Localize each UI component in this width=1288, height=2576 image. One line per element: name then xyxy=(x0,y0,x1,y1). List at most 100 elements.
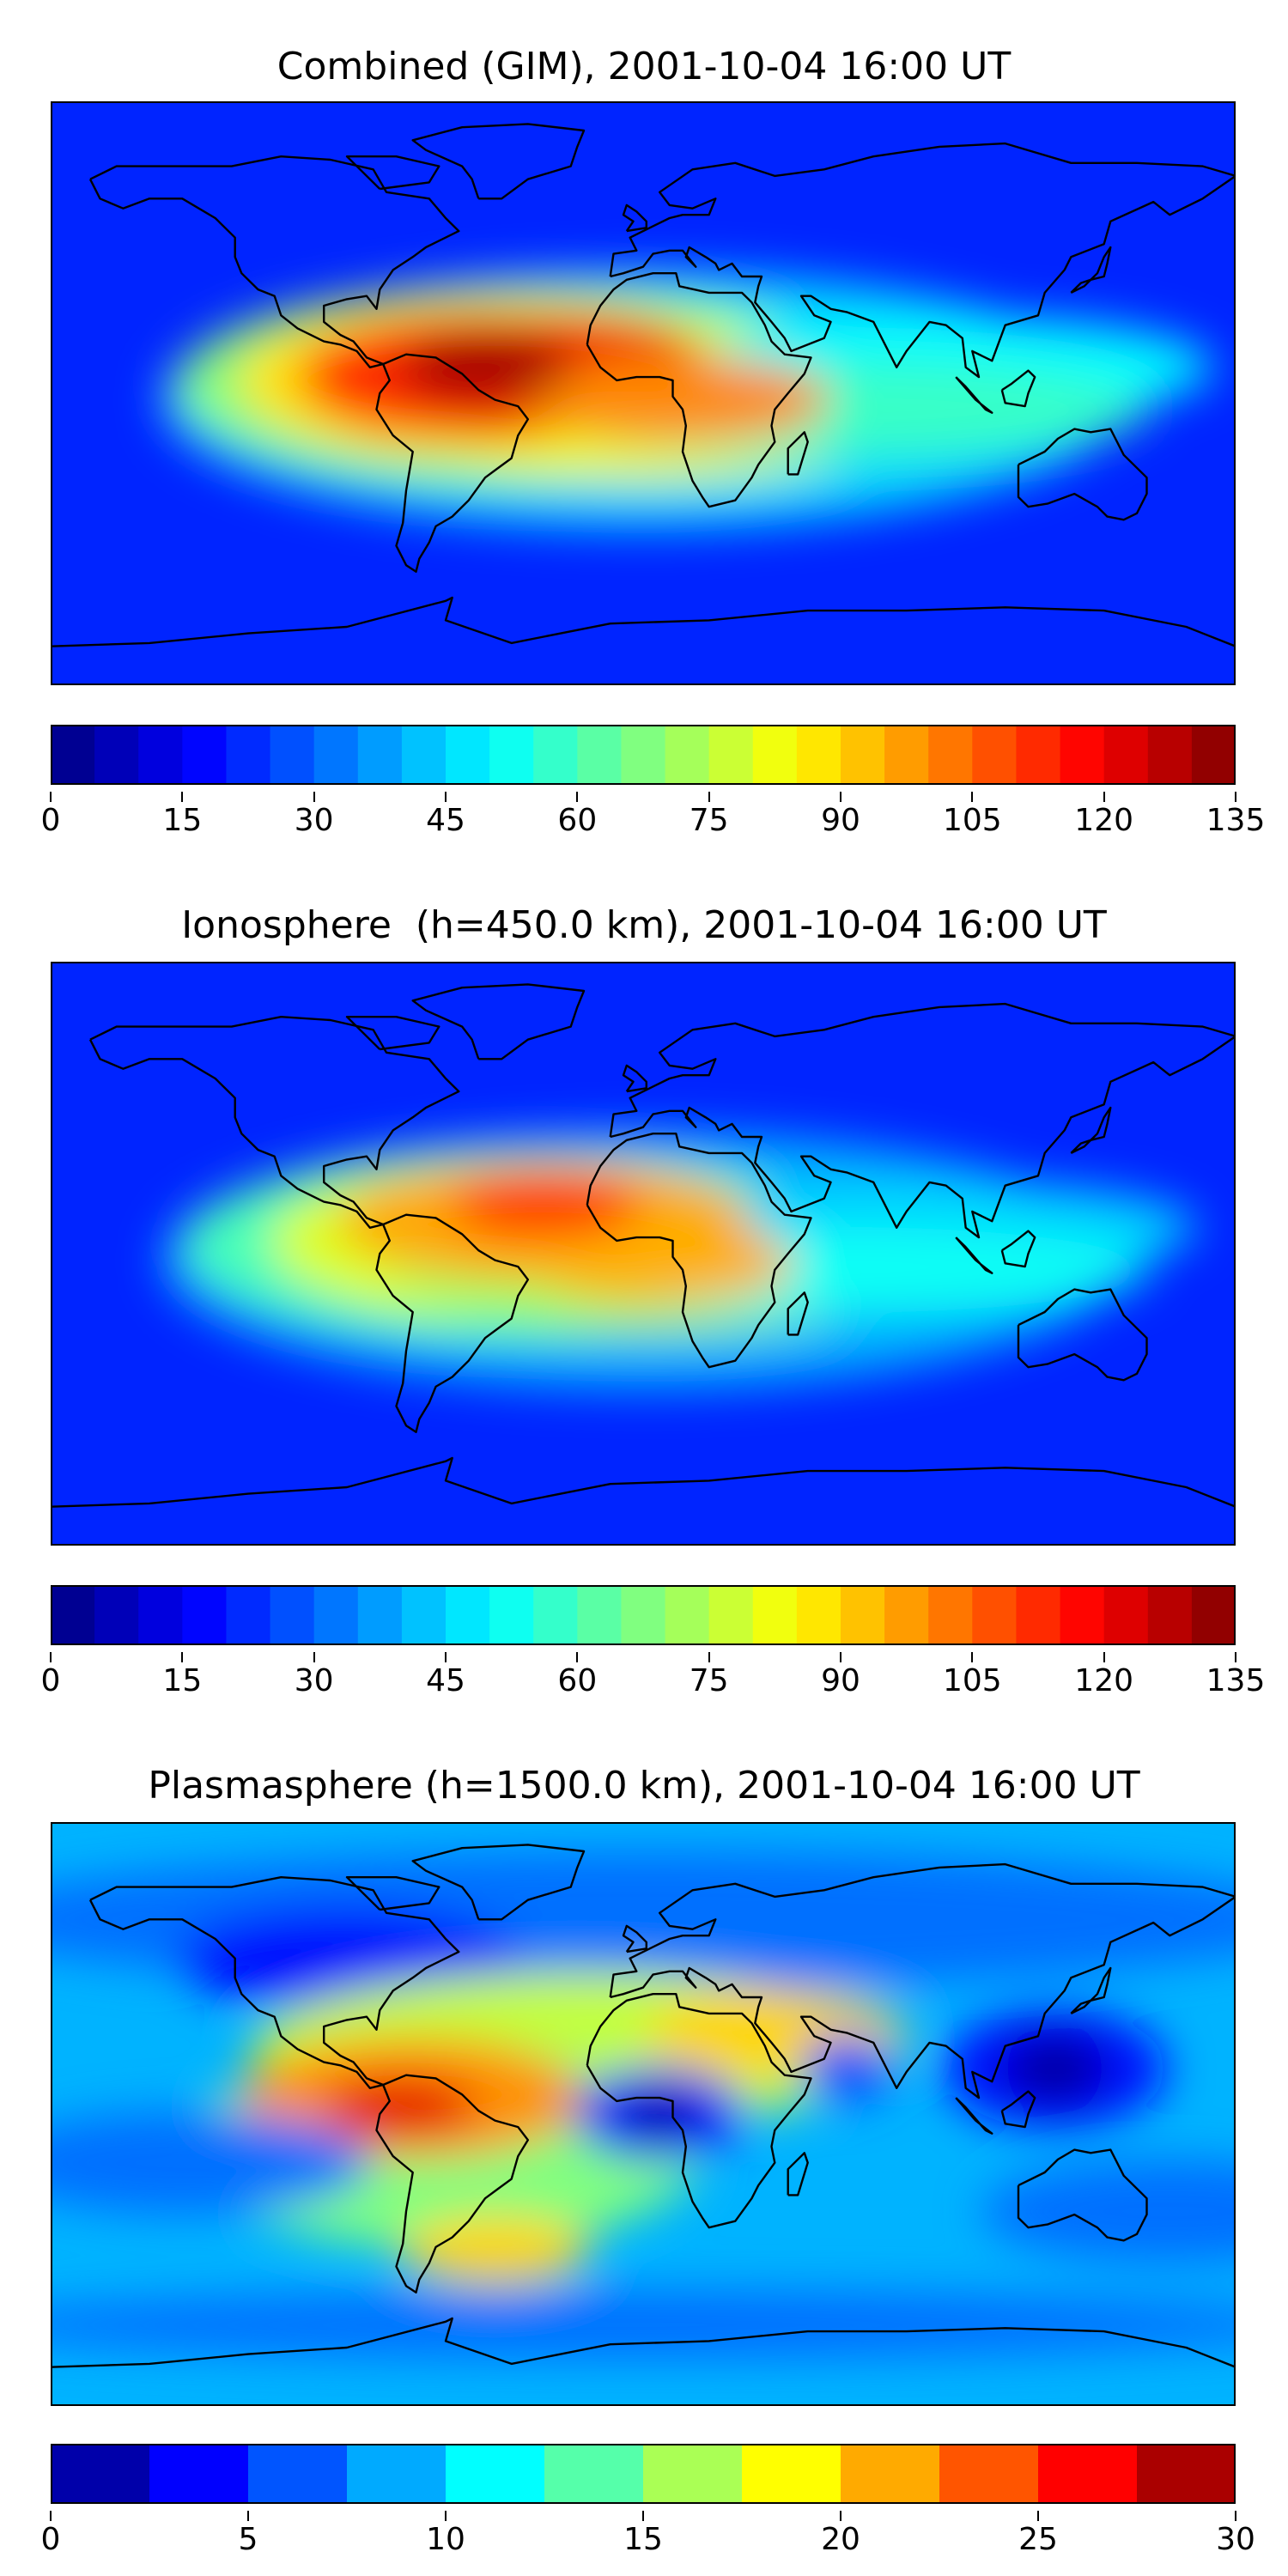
coastline-path xyxy=(787,1291,809,1336)
colorbar-segment xyxy=(752,725,798,785)
colorbar-tick-label: 10 xyxy=(426,2522,465,2557)
colorbar-segment xyxy=(149,2444,249,2504)
heatmap-region xyxy=(981,2160,1236,2263)
colorbar-segment xyxy=(1103,1585,1149,1645)
colorbar xyxy=(51,725,1236,785)
colorbar-segment xyxy=(1060,725,1105,785)
coastline-path xyxy=(586,1993,812,2229)
colorbar-segment xyxy=(446,2444,545,2504)
colorbar-tick-label: 90 xyxy=(821,1663,860,1698)
colorbar-ticks: 0 15 30 45 60 75 90 105 120 135 xyxy=(41,792,1265,855)
colorbar-segment xyxy=(446,725,490,785)
colorbar-tick-label: 135 xyxy=(1206,1663,1266,1698)
coastline-path xyxy=(622,1924,647,1953)
colorbar-segment xyxy=(347,2444,447,2504)
heatmap-map xyxy=(51,962,1236,1546)
colorbar-tick-mark xyxy=(576,792,579,802)
colorbar-segment xyxy=(742,2444,841,2504)
coastline-path xyxy=(787,2152,809,2196)
colorbar-segment xyxy=(708,725,754,785)
colorbar-segment xyxy=(665,725,710,785)
colorbar-ticks: 0 5 10 15 20 25 30 xyxy=(41,2511,1255,2574)
colorbar-tick-label: 75 xyxy=(689,803,729,838)
colorbar-tick-mark xyxy=(247,2511,249,2521)
colorbar-segment xyxy=(841,1585,885,1645)
colorbar xyxy=(51,2444,1236,2504)
colorbar-tick-mark xyxy=(181,792,184,802)
colorbar-border xyxy=(51,1585,1236,1645)
colorbar-segment xyxy=(138,725,183,785)
colorbar-segment xyxy=(226,1585,271,1645)
colorbar-tick-label: 105 xyxy=(942,1663,1002,1698)
coastline-path xyxy=(787,431,809,476)
colorbar-segment xyxy=(1191,1585,1236,1645)
heatmap-region xyxy=(522,1224,798,1303)
colorbar-border xyxy=(51,2444,1236,2504)
coastline-path xyxy=(1017,1288,1148,1382)
colorbar-tick-mark xyxy=(1103,1652,1105,1662)
coastlines xyxy=(51,1844,1236,2368)
heatmap-region xyxy=(322,2077,477,2138)
colorbar-tick-label: 60 xyxy=(557,803,598,838)
coastline-path xyxy=(1000,2090,1036,2129)
heatmap-region xyxy=(51,2111,372,2215)
colorbar-tick-mark xyxy=(1103,792,1105,802)
coastline-path xyxy=(1070,1966,1112,2014)
colorbar-segment xyxy=(94,725,139,785)
colorbar-segment xyxy=(1147,725,1193,785)
coastline-path xyxy=(1070,1106,1112,1154)
colorbar-tick-mark xyxy=(313,1652,315,1662)
colorbar-segment xyxy=(51,2444,150,2504)
heatmap-field xyxy=(51,1822,1236,2406)
colorbar-tick-label: 105 xyxy=(942,803,1002,838)
colorbar-tick-label: 15 xyxy=(162,1663,203,1698)
heatmap-map xyxy=(51,1822,1236,2406)
coastline-path xyxy=(345,1016,440,1051)
colorbar-segment xyxy=(752,1585,798,1645)
colorbar-ticks: 0 15 30 45 60 75 90 105 120 135 xyxy=(41,1652,1265,1716)
colorbar-segment xyxy=(270,1585,315,1645)
coastlines xyxy=(51,983,1236,1508)
colorbar-tick-label: 120 xyxy=(1074,803,1134,838)
colorbar-tick-mark xyxy=(50,792,52,802)
coastline-path xyxy=(345,155,440,191)
coastline-path xyxy=(609,142,1236,379)
colorbar-tick-label: 120 xyxy=(1074,1663,1134,1698)
coastline-path xyxy=(1070,246,1112,294)
colorbar-tick-mark xyxy=(576,1652,579,1662)
colorbar-tick-mark xyxy=(971,1652,974,1662)
colorbar-segment xyxy=(972,1585,1018,1645)
colorbar-segment xyxy=(1103,725,1149,785)
coastline-path xyxy=(955,2097,993,2135)
colorbar-tick-mark xyxy=(445,792,447,802)
colorbar-tick-label: 25 xyxy=(1018,2522,1058,2557)
colorbar-tick-mark xyxy=(708,1652,710,1662)
colorbar-segment xyxy=(270,725,315,785)
colorbar-segment xyxy=(544,2444,644,2504)
colorbar-segment xyxy=(928,725,973,785)
colorbar-tick-label: 0 xyxy=(40,2522,61,2557)
colorbar-tick-mark xyxy=(708,792,710,802)
coastline-path xyxy=(955,376,993,414)
colorbar-tick-label: 5 xyxy=(238,2522,258,2557)
colorbar-tick-mark xyxy=(971,792,974,802)
colorbar-border xyxy=(51,725,1236,785)
colorbar-tick-label: 30 xyxy=(294,1663,334,1698)
coastline-path xyxy=(955,1236,993,1274)
colorbar-tick-label: 20 xyxy=(821,2522,860,2557)
colorbar-tick-mark xyxy=(642,2511,644,2521)
colorbar-segment xyxy=(1016,1585,1061,1645)
coastline-path xyxy=(1017,428,1148,521)
heatmap-svg xyxy=(51,962,1236,1546)
colorbar-segment xyxy=(796,725,841,785)
colorbar-segment xyxy=(665,1585,710,1645)
coastline-path xyxy=(622,204,647,233)
heatmap-region xyxy=(799,2034,895,2104)
coastline-path xyxy=(345,1876,440,1911)
heatmap-region xyxy=(450,1170,639,1240)
colorbar-tick-label: 15 xyxy=(162,803,203,838)
colorbar-segment xyxy=(313,1585,359,1645)
colorbar-tick-mark xyxy=(445,1652,447,1662)
coastline-path xyxy=(586,1133,812,1369)
colorbar-segment xyxy=(841,725,885,785)
